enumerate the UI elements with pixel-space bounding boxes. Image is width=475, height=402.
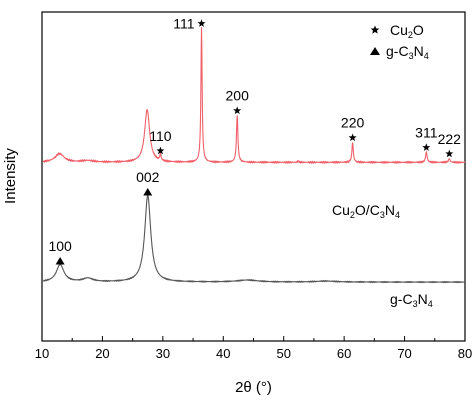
peak-label: 200 (226, 88, 250, 104)
x-axis-label: 2θ (°) (235, 379, 272, 396)
peak-triangle-icon (55, 257, 65, 265)
peak-label: 220 (341, 115, 365, 131)
peak-label: 222 (438, 131, 462, 147)
legend-label-cu2o: Cu2O (390, 22, 424, 40)
peak-label: 311 (415, 125, 438, 141)
x-tick-label: 50 (276, 346, 290, 361)
legend-entry-gc3n4: g-C3N4 (370, 43, 429, 61)
peak-annotations: 111 110 200 220 311 222 002 100 (48, 16, 461, 265)
x-tick-label: 70 (397, 346, 411, 361)
x-tick-label: 80 (458, 346, 472, 361)
peak-label: 100 (48, 238, 72, 254)
x-tick-label: 20 (95, 346, 109, 361)
legend-label-gc3n4: g-C3N4 (386, 43, 429, 61)
x-tick-label: 60 (337, 346, 351, 361)
series-line-1 (42, 194, 466, 284)
peak-star-icon (197, 19, 206, 27)
peak-label: 110 (149, 128, 172, 144)
x-tick-label: 30 (156, 346, 170, 361)
legend-entry-cu2o: Cu2O (370, 22, 424, 40)
peak-star-icon (233, 106, 242, 115)
y-axis-label: Intensity (2, 148, 19, 204)
x-tick-label: 40 (216, 346, 230, 361)
legend-star-icon (370, 25, 380, 34)
x-tick-label: 10 (35, 346, 49, 361)
peak-triangle-icon (143, 187, 153, 196)
peak-star-icon (422, 143, 431, 151)
series-label-cu2o-c3n4: Cu2O/C3N4 (332, 202, 400, 220)
peak-label: 111 (173, 16, 194, 32)
peak-star-icon (348, 133, 357, 142)
series-label-gc3n4: g-C3N4 (390, 291, 433, 309)
series-group (42, 27, 466, 284)
peak-label: 002 (136, 169, 160, 185)
x-ticks: 10 20 30 40 50 60 70 80 (35, 336, 472, 361)
legend-triangle-icon (370, 47, 380, 55)
peak-star-icon (445, 149, 454, 158)
peak-star-icon (156, 146, 165, 155)
legend: Cu2O g-C3N4 (370, 22, 429, 61)
series-line-0 (42, 27, 466, 165)
